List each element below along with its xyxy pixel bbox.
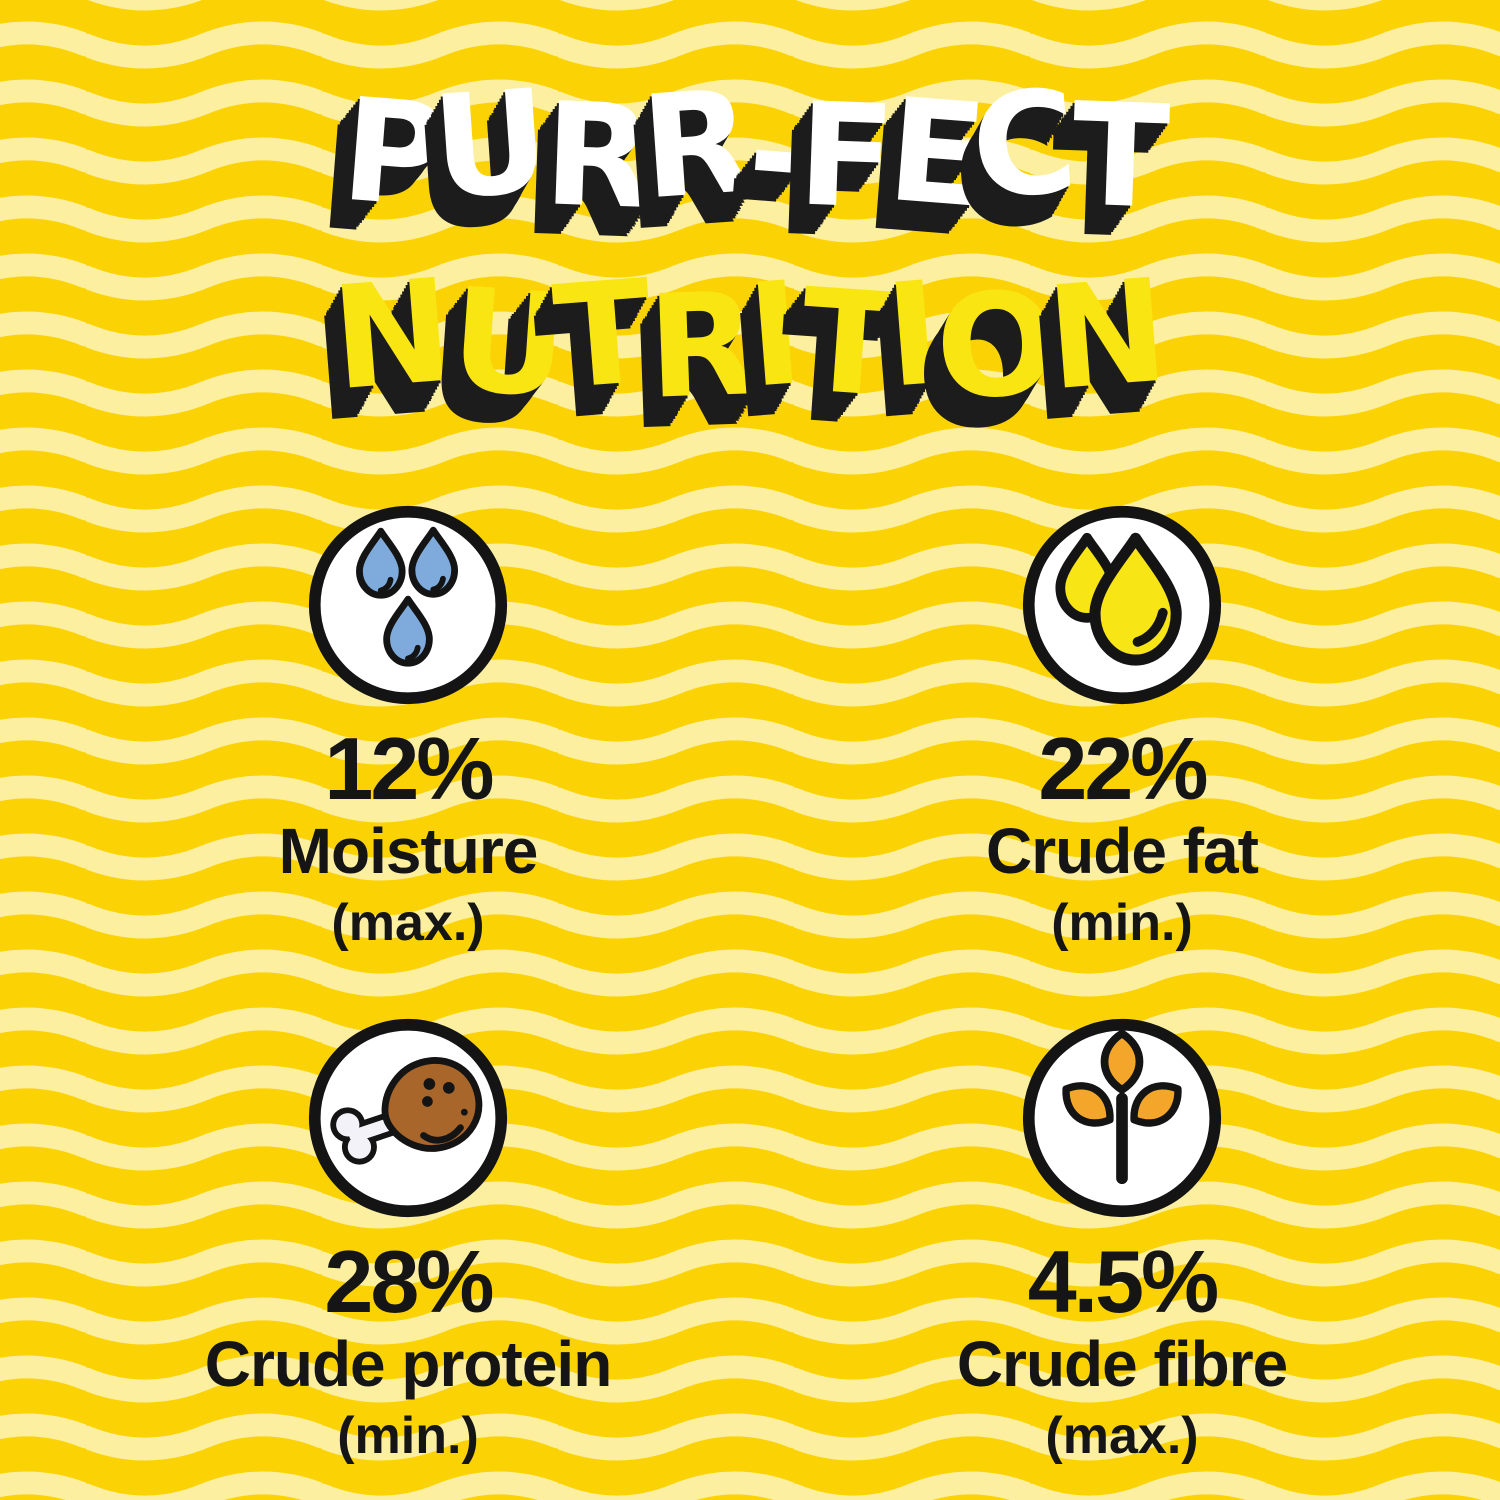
stat-qualifier-crude-fibre: (max.)	[1045, 1407, 1199, 1465]
stat-card-crude-fibre: 4.5% Crude fibre (max.)	[812, 1016, 1432, 1462]
stat-card-crude-protein: 28% Crude protein (min.)	[98, 1016, 718, 1462]
stat-value-crude-fibre: 4.5%	[1027, 1232, 1220, 1331]
chicken-drumstick-icon	[308, 1018, 508, 1218]
stat-label-crude-protein: Crude protein	[204, 1328, 613, 1400]
stat-label-crude-fat: Crude fat	[986, 815, 1259, 887]
plant-leaves-icon	[1022, 1018, 1222, 1218]
stat-label-crude-fibre: Crude fibre	[956, 1328, 1288, 1400]
stat-qualifier-crude-protein: (min.)	[337, 1407, 479, 1465]
stat-value-moisture: 12%	[324, 719, 494, 818]
stat-value-crude-fat: 22%	[1038, 719, 1208, 818]
stat-card-crude-fat: 22% Crude fat (min.)	[812, 503, 1432, 949]
stat-card-moisture: 12% Moisture (max.)	[98, 503, 718, 949]
stat-qualifier-crude-fat: (min.)	[1051, 894, 1193, 952]
meat-dots	[422, 1078, 468, 1116]
water-drops-icon	[308, 505, 508, 705]
oil-drops-icon	[1022, 505, 1222, 705]
title-line-1: PURR-FECT	[336, 59, 1164, 241]
stat-qualifier-moisture: (max.)	[331, 894, 485, 952]
stat-value-crude-protein: 28%	[324, 1232, 494, 1331]
title-line-2: NUTRITION	[326, 248, 1168, 431]
stat-label-moisture: Moisture	[278, 815, 539, 887]
